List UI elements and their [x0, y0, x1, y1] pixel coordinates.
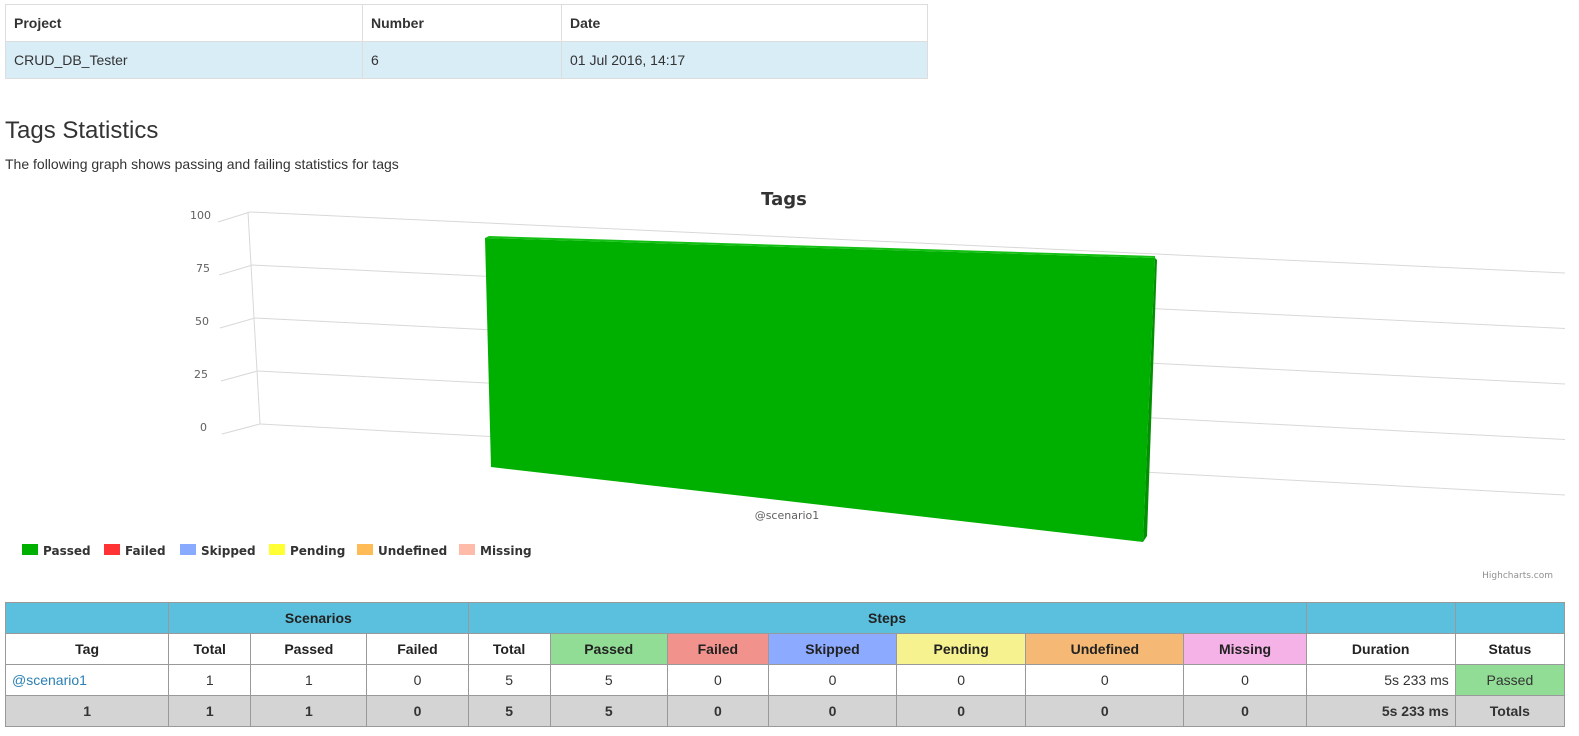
col-scenarios-passed[interactable]: Passed: [250, 633, 368, 665]
legend-swatch-passed: [22, 544, 38, 555]
steps-passed-cell: 5: [549, 664, 668, 696]
y-tick-label: 0: [200, 421, 207, 434]
legend-label-passed: Passed: [43, 544, 91, 558]
steps-group-header: Steps: [467, 602, 1307, 634]
gridline-stub: [219, 317, 256, 329]
build-number: 6: [362, 41, 562, 79]
gridline: [249, 211, 1566, 274]
group-header-row: Scenarios Steps: [4, 602, 1566, 634]
totals-steps-skipped: 0: [767, 695, 898, 727]
project-row: CRUD_DB_Tester 6 01 Jul 2016, 14:17: [5, 41, 928, 79]
table-row: @scenario1 1 1 0 5 5 0 0 0 0 0 5s 233 ms…: [4, 664, 1566, 696]
col-steps-failed[interactable]: Failed: [666, 633, 769, 665]
col-scenarios-failed[interactable]: Failed: [366, 633, 469, 665]
totals-tag-count: 1: [4, 695, 170, 727]
legend-label-pending: Pending: [290, 544, 345, 558]
col-duration[interactable]: Duration: [1305, 633, 1456, 665]
y-tick-label: 75: [196, 262, 210, 275]
col-status[interactable]: Status: [1454, 633, 1566, 665]
chart-credits[interactable]: Highcharts.com: [1482, 571, 1553, 581]
gridline-stub: [218, 264, 253, 276]
col-scenarios-total[interactable]: Total: [168, 633, 252, 665]
chart-title: Tags: [761, 189, 807, 210]
steps-pending-cell: 0: [896, 664, 1027, 696]
totals-label: Totals: [1454, 695, 1566, 727]
project-header: Project: [5, 4, 363, 42]
totals-scenarios-failed: 0: [366, 695, 469, 727]
section-description: The following graph shows passing and fa…: [5, 156, 399, 172]
legend-label-undefined: Undefined: [378, 544, 447, 558]
totals-row: 1 1 1 0 5 5 0 0 0 0 0 5s 233 ms Totals: [4, 695, 1566, 727]
project-header-row: Project Number Date: [5, 4, 928, 42]
bar-passed-top: [485, 236, 1155, 258]
y-tick-label: 100: [190, 209, 211, 222]
gridline-stub: [220, 370, 258, 382]
build-date: 01 Jul 2016, 14:17: [561, 41, 928, 79]
legend-swatch-skipped: [180, 544, 196, 555]
bar-passed: [485, 238, 1155, 542]
duration-cell: 5s 233 ms: [1305, 664, 1456, 696]
gridline-stub: [221, 423, 261, 435]
col-steps-pending[interactable]: Pending: [896, 633, 1027, 665]
totals-steps-failed: 0: [666, 695, 769, 727]
chart-legend: Passed Failed Skipped Pending Undefined Missi…: [22, 544, 532, 558]
tag-link[interactable]: @scenario1: [12, 672, 87, 688]
steps-undefined-cell: 0: [1025, 664, 1185, 696]
totals-duration: 5s 233 ms: [1305, 695, 1456, 727]
status-badge: Passed: [1454, 664, 1566, 696]
legend-label-missing: Missing: [480, 544, 532, 558]
col-steps-missing[interactable]: Missing: [1183, 633, 1307, 665]
tags-chart: Tags 0 25 50 75 100 @scenario1 Passed Failed S…: [22, 189, 1566, 581]
bar-passed-side: [1143, 258, 1157, 542]
project-name: CRUD_DB_Tester: [5, 41, 363, 79]
steps-failed-cell: 0: [666, 664, 769, 696]
totals-scenarios-total: 1: [168, 695, 252, 727]
project-table: Project Number Date CRUD_DB_Tester 6 01 …: [5, 4, 928, 79]
col-steps-undefined[interactable]: Undefined: [1025, 633, 1185, 665]
legend-swatch-failed: [104, 544, 120, 555]
col-steps-total[interactable]: Total: [467, 633, 551, 665]
totals-scenarios-passed: 1: [250, 695, 368, 727]
legend-swatch-pending: [269, 544, 285, 555]
legend-label-failed: Failed: [125, 544, 166, 558]
col-steps-passed[interactable]: Passed: [549, 633, 668, 665]
group-header-blank: [4, 602, 170, 634]
chart-x-axis: @scenario1: [755, 509, 820, 522]
totals-steps-undefined: 0: [1025, 695, 1185, 727]
x-category-label: @scenario1: [755, 509, 820, 522]
legend-swatch-missing: [459, 544, 475, 555]
group-header-blank: [1454, 602, 1566, 634]
col-tag[interactable]: Tag: [4, 633, 170, 665]
steps-missing-cell: 0: [1183, 664, 1307, 696]
totals-steps-missing: 0: [1183, 695, 1307, 727]
scenarios-passed-cell: 1: [250, 664, 368, 696]
y-axis-line: [247, 211, 261, 425]
group-header-blank: [1305, 602, 1456, 634]
page-title: Tags Statistics: [5, 117, 159, 144]
stats-table: Scenarios Steps Tag Total Passed Failed …: [4, 602, 1566, 727]
totals-steps-passed: 5: [549, 695, 668, 727]
legend-swatch-undefined: [357, 544, 373, 555]
y-tick-label: 50: [195, 315, 209, 328]
tag-cell: @scenario1: [4, 664, 170, 696]
totals-steps-total: 5: [467, 695, 551, 727]
date-header: Date: [561, 4, 928, 42]
number-header: Number: [362, 4, 562, 42]
chart-bars: [485, 236, 1157, 542]
steps-total-cell: 5: [467, 664, 551, 696]
gridline-stub: [217, 211, 251, 223]
legend-label-skipped: Skipped: [201, 544, 256, 558]
scenarios-group-header: Scenarios: [168, 602, 469, 634]
chart-y-axis: 0 25 50 75 100: [190, 209, 211, 434]
scenarios-failed-cell: 0: [366, 664, 469, 696]
scenarios-total-cell: 1: [168, 664, 252, 696]
col-steps-skipped[interactable]: Skipped: [767, 633, 898, 665]
steps-skipped-cell: 0: [767, 664, 898, 696]
y-tick-label: 25: [194, 368, 208, 381]
totals-steps-pending: 0: [896, 695, 1027, 727]
column-header-row: Tag Total Passed Failed Total Passed Fai…: [4, 633, 1566, 665]
